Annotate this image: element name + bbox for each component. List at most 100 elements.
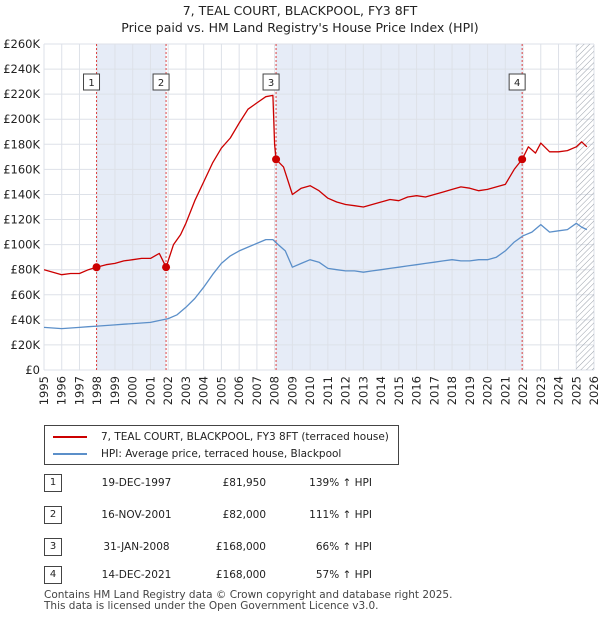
shaded-ranges bbox=[96, 44, 523, 370]
x-tick-label: 1997 bbox=[72, 376, 86, 405]
x-tick-label: 2006 bbox=[232, 376, 246, 405]
footer-line-1: Contains HM Land Registry data © Crown c… bbox=[44, 589, 453, 601]
x-tick-label: 2025 bbox=[569, 376, 583, 405]
x-tick-label: 2017 bbox=[427, 376, 441, 405]
x-tick-label: 2014 bbox=[374, 376, 388, 405]
x-tick-label: 2026 bbox=[587, 376, 600, 405]
legend-item-property: 7, TEAL COURT, BLACKPOOL, FY3 8FT (terra… bbox=[53, 429, 389, 445]
legend: 7, TEAL COURT, BLACKPOOL, FY3 8FT (terra… bbox=[44, 425, 399, 465]
x-tick-labels: 1995 1996 1997 1998 1999 2000 2001 2002 2003 2004… bbox=[37, 376, 600, 405]
sale-price: £81,950 bbox=[222, 477, 266, 489]
x-tick-label: 2015 bbox=[392, 376, 406, 405]
y-tick-label: £120K bbox=[3, 213, 40, 227]
legend-swatch-hpi bbox=[53, 453, 87, 455]
x-tick-label: 2000 bbox=[126, 376, 140, 405]
sale-marker-box bbox=[83, 73, 101, 91]
chart-title: 7, TEAL COURT, BLACKPOOL, FY3 8FT Price … bbox=[0, 2, 600, 36]
footer-line-2: This data is licensed under the Open Gov… bbox=[44, 600, 379, 612]
sale-marker-box bbox=[152, 73, 170, 91]
legend-item-hpi: HPI: Average price, terraced house, Blac… bbox=[53, 446, 341, 462]
x-tick-label: 2011 bbox=[321, 376, 335, 405]
y-tick-label: £60K bbox=[11, 288, 41, 302]
sale-marker-label: 4 bbox=[514, 78, 520, 89]
y-tick-label: £20K bbox=[11, 338, 41, 352]
sale-number-badge: 2 bbox=[44, 506, 62, 524]
footer-attribution: Contains HM Land Registry data © Crown c… bbox=[44, 590, 452, 612]
sale-point bbox=[92, 263, 101, 272]
table-row: 2 16-NOV-2001 £82,000 111% ↑ HPI bbox=[44, 506, 444, 524]
x-tick-label: 2013 bbox=[356, 376, 370, 405]
y-tick-labels: £0 £20K £40K £60K £80K £100K £120K £140K £160K £1… bbox=[3, 37, 40, 377]
x-tick-label: 2024 bbox=[552, 376, 566, 405]
x-tick-label: 2007 bbox=[250, 376, 264, 405]
future-hatch bbox=[576, 44, 594, 370]
x-tick-label: 2001 bbox=[143, 376, 157, 405]
shaded-range bbox=[96, 44, 167, 370]
sale-marker-label: 2 bbox=[158, 78, 164, 89]
x-tick-label: 2004 bbox=[197, 376, 211, 405]
sale-hpi-change: 139% ↑ HPI bbox=[309, 477, 372, 489]
x-tick-label: 2019 bbox=[463, 376, 477, 405]
sale-hpi-change: 66% ↑ HPI bbox=[315, 541, 372, 553]
y-tick-label: £260K bbox=[3, 37, 40, 51]
y-tick-label: £140K bbox=[3, 187, 40, 201]
sale-marker-box bbox=[508, 73, 526, 91]
hpi-line bbox=[44, 222, 588, 330]
sale-number-badge: 3 bbox=[44, 538, 62, 556]
sale-price: £168,000 bbox=[215, 541, 266, 553]
future-hatch-area bbox=[576, 44, 594, 370]
x-tick-label: 2023 bbox=[534, 376, 548, 405]
y-tick-label: £160K bbox=[3, 162, 40, 176]
y-tick-label: £100K bbox=[3, 238, 40, 252]
x-tick-label: 1998 bbox=[90, 376, 104, 405]
table-row: 3 31-JAN-2008 £168,000 66% ↑ HPI bbox=[44, 538, 444, 556]
sale-date: 14-DEC-2021 bbox=[101, 569, 172, 581]
legend-label-property: 7, TEAL COURT, BLACKPOOL, FY3 8FT (terra… bbox=[101, 431, 389, 443]
x-tick-label: 2010 bbox=[303, 376, 317, 405]
chart-title-line: 7, TEAL COURT, BLACKPOOL, FY3 8FT bbox=[182, 3, 418, 18]
sale-date: 31-JAN-2008 bbox=[103, 541, 170, 553]
x-tick-label: 2008 bbox=[268, 376, 282, 405]
x-tick-label: 2018 bbox=[445, 376, 459, 405]
sale-number-badge: 1 bbox=[44, 474, 62, 492]
gridlines bbox=[43, 43, 595, 371]
y-tick-label: £180K bbox=[3, 137, 40, 151]
table-row: 1 19-DEC-1997 £81,950 139% ↑ HPI bbox=[44, 474, 444, 492]
sale-marker-label: 3 bbox=[268, 78, 274, 89]
x-tick-label: 2002 bbox=[161, 376, 175, 405]
x-tick-label: 2016 bbox=[410, 376, 424, 405]
y-tick-label: £200K bbox=[3, 112, 40, 126]
sale-point bbox=[162, 263, 171, 272]
y-tick-label: £240K bbox=[3, 62, 40, 76]
sale-points bbox=[92, 155, 527, 272]
legend-swatch-property bbox=[53, 436, 87, 438]
x-tick-label: 2009 bbox=[285, 376, 299, 405]
sale-price: £82,000 bbox=[222, 509, 266, 521]
x-tick-label: 2021 bbox=[498, 376, 512, 405]
sale-point bbox=[272, 155, 281, 164]
sale-hpi-change: 111% ↑ HPI bbox=[309, 509, 372, 521]
x-tick-label: 1999 bbox=[108, 376, 122, 405]
x-tick-label: 2022 bbox=[516, 376, 530, 405]
sale-date: 16-NOV-2001 bbox=[101, 509, 172, 521]
sale-number-badge: 4 bbox=[44, 566, 62, 584]
y-tick-label: £220K bbox=[3, 87, 40, 101]
sale-marker-boxes: 1 2 3 4 bbox=[83, 73, 526, 91]
y-tick-label: £0 bbox=[25, 363, 40, 377]
x-tick-label: 1995 bbox=[37, 376, 51, 405]
sale-price: £168,000 bbox=[215, 569, 266, 581]
x-tick-label: 2012 bbox=[339, 376, 353, 405]
price-chart: 1 2 3 4 £0 £20K £40K £60K £80K £100K £120K £140K £1… bbox=[3, 37, 600, 405]
property-price-line bbox=[44, 94, 588, 276]
y-tick-label: £80K bbox=[11, 263, 41, 277]
sale-marker-label: 1 bbox=[88, 78, 94, 89]
sale-hpi-change: 57% ↑ HPI bbox=[315, 569, 372, 581]
x-tick-label: 2020 bbox=[481, 376, 495, 405]
legend-label-hpi: HPI: Average price, terraced house, Blac… bbox=[101, 448, 342, 460]
sale-point bbox=[518, 155, 527, 164]
x-tick-label: 2005 bbox=[214, 376, 228, 405]
y-tick-label: £40K bbox=[11, 313, 41, 327]
chart-subtitle: Price paid vs. HM Land Registry's House … bbox=[121, 20, 479, 35]
x-tick-label: 2003 bbox=[179, 376, 193, 405]
x-tick-label: 1996 bbox=[55, 376, 69, 405]
